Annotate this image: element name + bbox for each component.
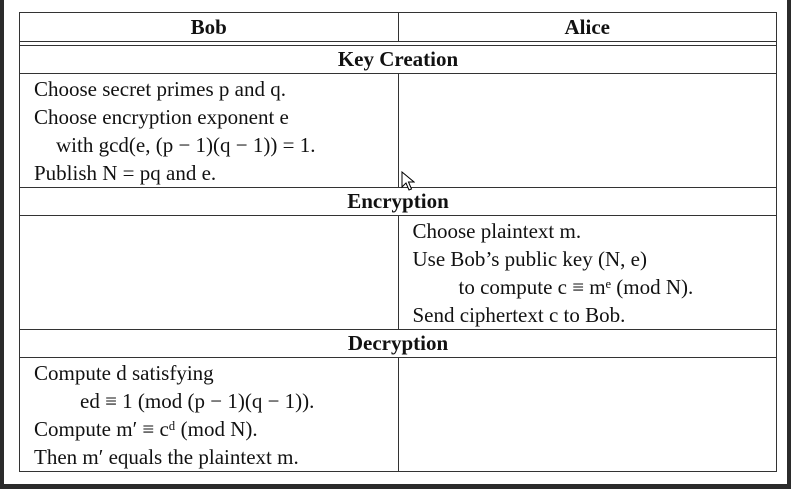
cell-encryption-alice: Choose plaintext m. Use Bob’s public key…	[397, 215, 777, 330]
cell-key-creation-alice	[397, 73, 777, 188]
section-encryption: Encryption	[19, 187, 777, 216]
row-key-creation: Choose secret primes p and q. Choose enc…	[19, 73, 777, 188]
cell-key-creation-bob: Choose secret primes p and q. Choose enc…	[19, 73, 399, 188]
text-line: Choose secret primes p and q.	[34, 77, 286, 101]
document-page: Bob Alice Key Creation Choose secret pri…	[4, 0, 787, 484]
text-line: Publish N = pq and e.	[34, 161, 217, 185]
text-line: with gcd(e, (p − 1)(q − 1)) = 1.	[56, 133, 316, 157]
text-line: Compute d satisfying	[34, 361, 214, 385]
text-line: Choose encryption exponent e	[34, 105, 289, 129]
section-key-creation: Key Creation	[19, 45, 777, 74]
section-title-key-creation: Key Creation	[19, 45, 777, 74]
mouse-pointer-icon	[401, 171, 415, 191]
section-title-decryption: Decryption	[19, 329, 777, 358]
text-line: ed ≡ 1 (mod (p − 1)(q − 1)).	[80, 389, 315, 413]
text-line: Compute m′ ≡ cᵈ (mod N).	[34, 417, 258, 441]
text-line: Choose plaintext m.	[412, 219, 582, 243]
text-line: Then m′ equals the plaintext m.	[34, 445, 299, 469]
rsa-protocol-table: Bob Alice Key Creation Choose secret pri…	[19, 12, 777, 472]
header-row: Bob Alice	[19, 12, 777, 42]
header-bob: Bob	[19, 12, 399, 42]
text-line: to compute c ≡ mᵉ (mod N).	[458, 275, 694, 299]
cell-decryption-alice	[397, 357, 777, 472]
row-decryption: Compute d satisfying ed ≡ 1 (mod (p − 1)…	[19, 357, 777, 472]
text-line: Use Bob’s public key (N, e)	[412, 247, 647, 271]
header-alice: Alice	[397, 12, 777, 42]
text-line: Send ciphertext c to Bob.	[412, 303, 626, 327]
section-title-encryption: Encryption	[19, 187, 777, 216]
cell-decryption-bob: Compute d satisfying ed ≡ 1 (mod (p − 1)…	[19, 357, 399, 472]
cell-encryption-bob	[19, 215, 399, 330]
section-decryption: Decryption	[19, 329, 777, 358]
row-encryption: Choose plaintext m. Use Bob’s public key…	[19, 215, 777, 330]
